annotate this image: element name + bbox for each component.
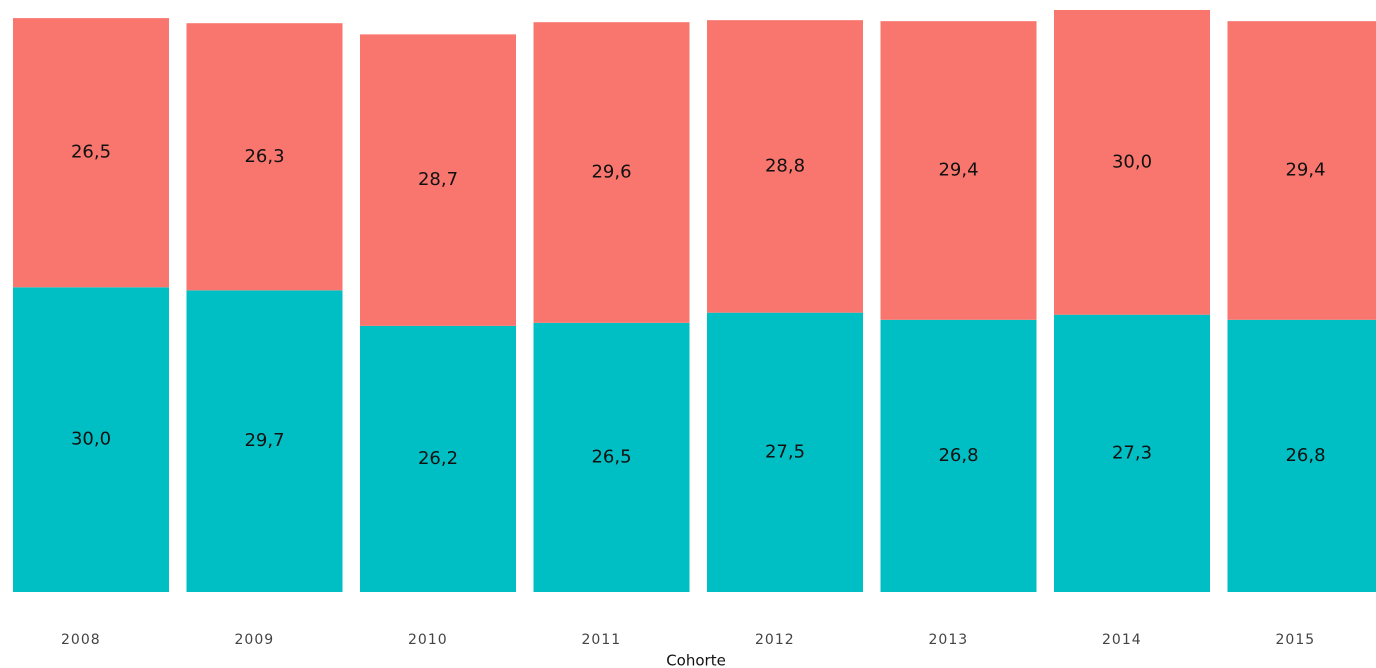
value-label: 30,0 (71, 429, 111, 450)
value-label: 28,8 (765, 155, 805, 176)
bar-segment (1227, 319, 1376, 592)
bar-segment (707, 20, 863, 313)
bar-segment (13, 18, 169, 288)
value-label: 29,4 (938, 159, 978, 180)
value-label: 26,2 (418, 448, 458, 469)
x-tick-label: 2014 (1102, 632, 1142, 648)
bar-segment (880, 319, 1037, 592)
bar-segment (533, 322, 690, 592)
value-label: 29,6 (591, 162, 631, 183)
bar-segment (186, 23, 343, 291)
bar-segment (533, 22, 690, 323)
bar-segment (13, 287, 169, 592)
x-tick-label: 2012 (755, 632, 795, 648)
bar-segment (360, 34, 516, 326)
value-label: 26,8 (1285, 445, 1325, 466)
x-axis-title: Cohorte (666, 652, 726, 668)
bar-segment (186, 290, 343, 592)
bar-segment (880, 21, 1037, 320)
x-tick-label: 2011 (582, 632, 622, 648)
bar-segment (360, 325, 516, 592)
value-label: 29,4 (1285, 159, 1325, 180)
value-label: 28,7 (418, 169, 458, 190)
value-label: 30,0 (1112, 151, 1152, 172)
value-label: 26,5 (591, 446, 631, 467)
x-tick-label: 2015 (1276, 632, 1316, 648)
bar-segment (1054, 314, 1210, 592)
x-tick-label: 2010 (408, 632, 448, 648)
value-label: 26,5 (71, 142, 111, 163)
value-label: 26,8 (938, 445, 978, 466)
value-label: 27,5 (765, 441, 805, 462)
x-tick-label: 2008 (61, 632, 101, 648)
bar-segment (707, 312, 863, 592)
bar-segment (1054, 10, 1210, 315)
value-label: 27,3 (1112, 442, 1152, 463)
value-label: 29,7 (244, 430, 284, 451)
x-tick-label: 2013 (929, 632, 969, 648)
x-tick-label: 2009 (235, 632, 275, 648)
bar-segment (1227, 21, 1376, 320)
value-label: 26,3 (244, 146, 284, 167)
